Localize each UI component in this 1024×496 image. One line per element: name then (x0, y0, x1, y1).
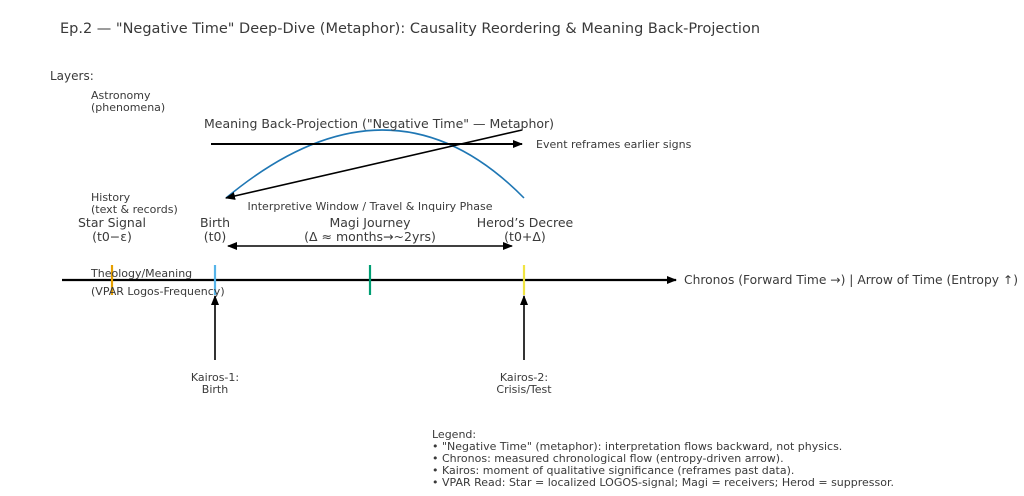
back-projection-arc (225, 129, 525, 199)
event-time: (t0−ε) (92, 229, 132, 244)
legend-item: • VPAR Read: Star = localized LOGOS-sign… (432, 476, 894, 489)
layer-history-sub: (text & records) (91, 203, 178, 216)
event-name: Herod’s Decree (477, 215, 574, 230)
interpretive-window-label: Interpretive Window / Travel & Inquiry P… (248, 200, 493, 213)
legend-item: • Kairos: moment of qualitative signific… (432, 464, 794, 477)
kairos-2-sub: Crisis/Test (496, 383, 552, 396)
diagram-title: Ep.2 — "Negative Time" Deep-Dive (Metaph… (60, 21, 760, 37)
back-projection-arrow (225, 129, 523, 200)
layer-theology-sub: (VPAR Logos-Frequency) (91, 285, 225, 298)
kairos-1-sub: Birth (202, 383, 228, 396)
event-name: Star Signal (78, 215, 146, 230)
layer-history: History (91, 191, 131, 204)
kairos-2-label: Kairos-2: (500, 371, 548, 384)
kairos-1-label: Kairos-1: (191, 371, 239, 384)
event-name: Birth (200, 215, 230, 230)
layer-astronomy-sub: (phenomena) (91, 101, 165, 114)
legend-title: Legend: (432, 428, 476, 441)
event-time: (t0) (204, 229, 227, 244)
layers-label: Layers: (50, 69, 94, 83)
event-time: (t0+Δ) (504, 229, 546, 244)
legend-item: • "Negative Time" (metaphor): interpreta… (432, 440, 842, 453)
back-projection-label: Meaning Back-Projection ("Negative Time"… (204, 116, 554, 131)
layer-astronomy: Astronomy (91, 89, 151, 102)
event-time: (Δ ≈ months→~2yrs) (304, 229, 436, 244)
back-projection-note: Event reframes earlier signs (536, 138, 692, 151)
event-name: Magi Journey (329, 215, 411, 230)
layer-theology: Theology/Meaning (90, 267, 192, 280)
legend-item: • Chronos: measured chronological flow (… (432, 452, 784, 465)
chronos-axis-label: Chronos (Forward Time →) | Arrow of Time… (684, 273, 1018, 287)
